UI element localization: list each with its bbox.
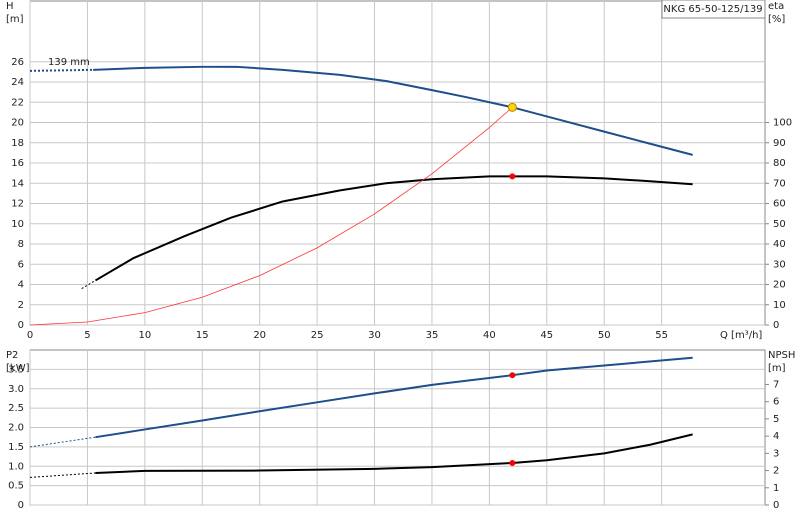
y2-tick-label: 7	[773, 379, 779, 390]
y-tick-label: 0.5	[8, 481, 24, 492]
x-tick-label: 20	[253, 330, 266, 341]
y2-axis-label: NPSH	[768, 350, 795, 361]
curve	[81, 280, 96, 289]
y2-tick-label: 0	[773, 500, 779, 511]
y-tick-label: 3.5	[8, 364, 24, 375]
y2-tick-label: 40	[773, 239, 786, 250]
curve	[29, 436, 96, 448]
y2-tick-label: 10	[773, 300, 786, 311]
curve	[29, 68, 94, 72]
y-tick-label: 26	[11, 57, 24, 68]
y-tick-label: 2.5	[8, 403, 24, 414]
y-tick-label: 22	[11, 97, 24, 108]
y2-tick-label: 1	[773, 483, 779, 494]
x-tick-label: 15	[196, 330, 209, 341]
y-tick-label: 10	[11, 219, 24, 230]
x-tick-label: 50	[598, 330, 611, 341]
y2-tick-label: 100	[773, 118, 792, 129]
duty-point	[509, 459, 516, 466]
x-tick-label: 40	[483, 330, 496, 341]
y-axis-label: [m]	[6, 14, 24, 25]
x-tick-label: 5	[84, 330, 90, 341]
x-tick-label: 0	[27, 330, 33, 341]
y-tick-label: 14	[11, 178, 24, 189]
y2-tick-label: 4	[773, 431, 779, 442]
annotation: 139 mm	[48, 57, 90, 68]
y2-tick-label: 0	[773, 320, 779, 331]
y-tick-label: 3.0	[8, 384, 24, 395]
duty-point	[509, 372, 516, 379]
y-tick-label: 4	[18, 280, 24, 291]
y2-tick-label: 2	[773, 466, 779, 477]
y-tick-label: 18	[11, 138, 24, 149]
curve	[94, 175, 693, 282]
x-tick-label: 35	[426, 330, 439, 341]
y2-axis-label: eta	[768, 1, 784, 12]
y2-tick-label: 70	[773, 178, 786, 189]
y-tick-label: 1.0	[8, 461, 24, 472]
y2-tick-label: 60	[773, 199, 786, 210]
y2-tick-label: 6	[773, 397, 779, 408]
y-axis-label: P2	[6, 350, 18, 361]
y2-axis-label: [m]	[768, 363, 786, 374]
y-tick-label: 24	[11, 77, 24, 88]
curve	[95, 433, 693, 474]
y2-axis-label: [%]	[768, 14, 785, 25]
y-tick-label: 0	[18, 320, 24, 331]
y2-tick-label: 90	[773, 138, 786, 149]
y2-tick-label: 30	[773, 259, 786, 270]
chart-title: NKG 65-50-125/139	[663, 4, 762, 15]
y-tick-label: 20	[11, 118, 24, 129]
y-tick-label: 6	[18, 259, 24, 270]
y2-tick-label: 5	[773, 414, 779, 425]
y-tick-label: 2	[18, 300, 24, 311]
x-tick-label: 25	[311, 330, 324, 341]
y-tick-label: 12	[11, 199, 24, 210]
duty-point	[507, 102, 517, 112]
y-tick-label: 16	[11, 158, 24, 169]
y-axis-label: H	[6, 1, 14, 12]
curve	[29, 107, 513, 326]
y2-tick-label: 3	[773, 448, 779, 459]
curve	[29, 472, 96, 478]
title-box	[661, 0, 766, 19]
duty-point	[509, 173, 516, 180]
x-axis-label: Q [m³/h]	[720, 330, 762, 341]
y2-tick-label: 50	[773, 219, 786, 230]
y-tick-label: 0	[18, 500, 24, 511]
curve	[95, 356, 693, 439]
x-tick-label: 55	[655, 330, 668, 341]
y-tick-label: 1.5	[8, 442, 24, 453]
y-axis-label: [kW]	[6, 363, 30, 374]
x-tick-label: 30	[368, 330, 381, 341]
y-tick-label: 2.0	[8, 423, 24, 434]
x-tick-label: 45	[540, 330, 553, 341]
y-tick-label: 8	[18, 239, 24, 250]
x-tick-label: 10	[138, 330, 151, 341]
y2-tick-label: 20	[773, 280, 786, 291]
curve	[93, 65, 693, 156]
y2-tick-label: 80	[773, 158, 786, 169]
